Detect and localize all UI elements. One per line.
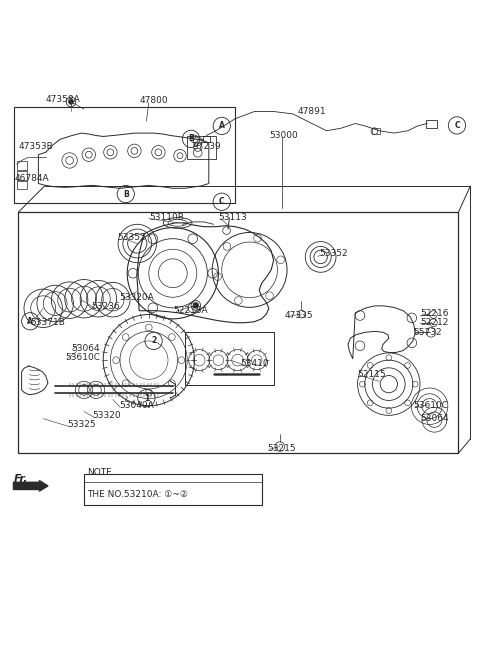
- Text: 53610C: 53610C: [414, 401, 449, 410]
- Text: 52115: 52115: [358, 370, 386, 379]
- Bar: [17, 181, 27, 189]
- Text: 47358A: 47358A: [46, 95, 80, 104]
- Text: 52213A: 52213A: [173, 306, 207, 314]
- Text: 47353B: 47353B: [18, 142, 53, 151]
- Text: 53320A: 53320A: [119, 293, 154, 302]
- Circle shape: [193, 303, 199, 309]
- Text: 52212: 52212: [420, 318, 448, 328]
- Text: C: C: [219, 197, 225, 206]
- Text: 53215: 53215: [267, 444, 296, 453]
- Bar: [426, 120, 437, 128]
- Text: 1: 1: [144, 394, 149, 403]
- Text: 53040A: 53040A: [119, 402, 154, 410]
- Bar: [84, 474, 262, 505]
- Text: B: B: [123, 189, 129, 198]
- Text: 53410: 53410: [240, 359, 269, 368]
- Text: 47800: 47800: [139, 96, 168, 105]
- Text: THE NO.53210A: ①~②: THE NO.53210A: ①~②: [87, 489, 188, 498]
- Text: 53110B: 53110B: [149, 213, 184, 221]
- Text: 53610C: 53610C: [65, 353, 100, 362]
- Text: 97239: 97239: [192, 142, 221, 151]
- Bar: [17, 171, 27, 179]
- Text: 53113: 53113: [218, 213, 247, 221]
- Text: 53064: 53064: [420, 414, 449, 423]
- Text: 53325: 53325: [67, 421, 96, 430]
- Text: 53320: 53320: [93, 411, 121, 421]
- Bar: [203, 136, 210, 141]
- Text: C: C: [454, 121, 460, 130]
- Bar: [14, 107, 235, 202]
- Text: B: B: [188, 134, 194, 143]
- Text: A: A: [27, 317, 33, 326]
- Text: 2: 2: [151, 337, 156, 345]
- Text: 46784A: 46784A: [14, 174, 49, 183]
- Text: NOTE: NOTE: [87, 468, 112, 477]
- Text: A: A: [219, 121, 225, 130]
- Text: 53352: 53352: [118, 233, 146, 242]
- Bar: [17, 161, 27, 170]
- Text: 53000: 53000: [269, 131, 298, 140]
- Text: 47335: 47335: [285, 311, 313, 320]
- Circle shape: [69, 100, 73, 104]
- Text: 53352: 53352: [319, 249, 348, 257]
- Text: 53371B: 53371B: [30, 318, 65, 328]
- Bar: [18, 212, 458, 453]
- Bar: [187, 136, 216, 159]
- Text: 55732: 55732: [414, 328, 443, 337]
- Text: 47891: 47891: [298, 107, 326, 116]
- Text: 53064: 53064: [71, 344, 100, 352]
- FancyArrow shape: [13, 481, 48, 491]
- Text: Fr.: Fr.: [13, 474, 28, 483]
- Text: 53236: 53236: [91, 303, 120, 311]
- Text: 52216: 52216: [420, 309, 448, 318]
- Bar: [372, 128, 380, 134]
- Bar: [185, 332, 274, 385]
